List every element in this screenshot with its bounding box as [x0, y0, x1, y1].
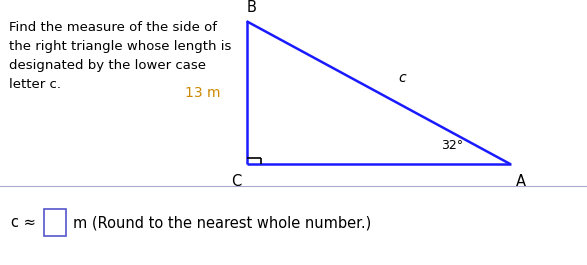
Text: m (Round to the nearest whole number.): m (Round to the nearest whole number.) — [73, 215, 372, 230]
Text: C: C — [231, 174, 241, 189]
Text: 32°: 32° — [441, 139, 463, 152]
Text: 13 m: 13 m — [185, 86, 220, 100]
Text: c ≈: c ≈ — [11, 215, 35, 230]
Text: Find the measure of the side of
the right triangle whose length is
designated by: Find the measure of the side of the righ… — [9, 21, 231, 91]
Text: B: B — [247, 0, 256, 15]
Bar — [44, 209, 66, 236]
Text: c: c — [399, 71, 406, 85]
Text: A: A — [516, 174, 527, 189]
